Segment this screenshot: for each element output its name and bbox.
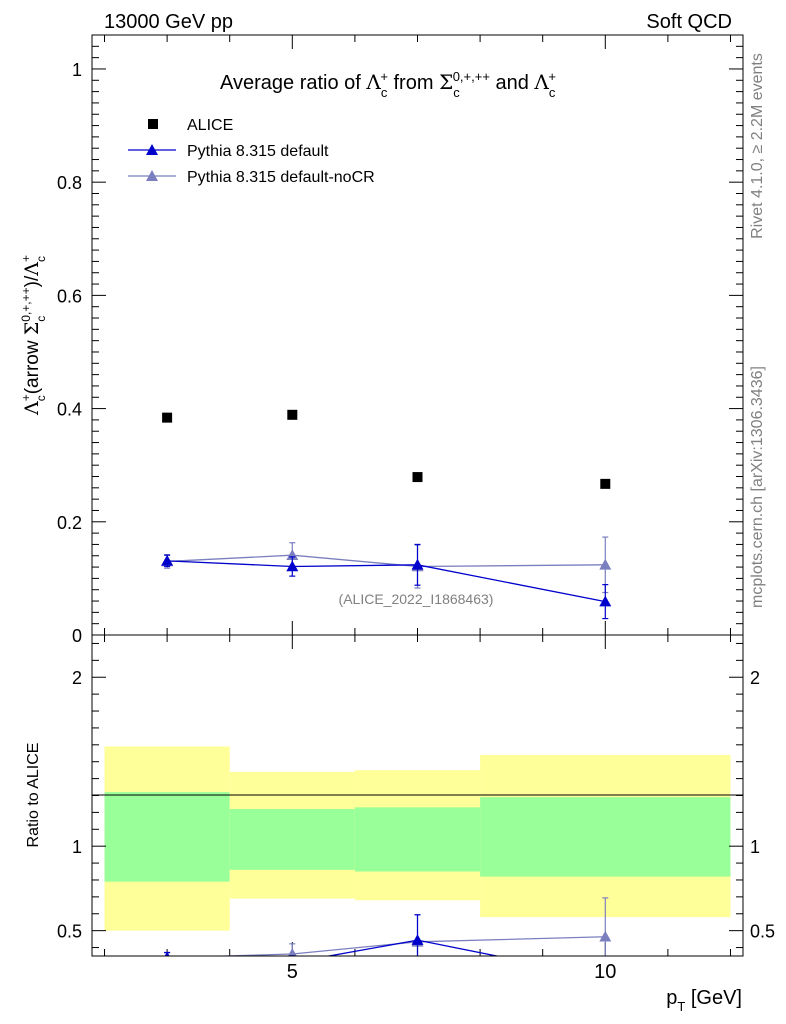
ratio-axis-ticks: 5 10 0.5 0.5 1 1 2 2 bbox=[57, 635, 775, 983]
analysis-id-label: (ALICE_2022_I1868463) bbox=[339, 591, 494, 607]
main-y-tick-label: 0 bbox=[72, 626, 82, 646]
header-process-label: Soft QCD bbox=[646, 11, 732, 33]
main-pythia-default-marker bbox=[599, 595, 612, 607]
ratio-y-tick-label-left: 0.5 bbox=[57, 922, 82, 942]
header-collision-label: 13000 GeV pp bbox=[104, 11, 233, 33]
ratio-pythia-default-line bbox=[325, 939, 500, 956]
ratio-frame bbox=[91, 634, 744, 957]
rivet-version-label: Rivet 4.1.0, ≥ 2.2M events bbox=[749, 53, 766, 239]
ratio-band-green bbox=[354, 807, 481, 872]
ratio-y-tick-label-right: 2 bbox=[750, 668, 760, 688]
legend-label-pythia-nocr: Pythia 8.315 default-noCR bbox=[187, 169, 375, 186]
main-y-tick-label: 0.2 bbox=[57, 513, 82, 533]
ratio-y-tick-label-left: 1 bbox=[72, 837, 82, 857]
ratio-y-axis-label: Ratio to ALICE bbox=[25, 743, 42, 848]
ratio-uncertainty-bands bbox=[104, 746, 731, 931]
main-panel: 0 0.2 0.4 0.6 0.8 1 Average ratio of Λc+ from… bbox=[19, 34, 744, 646]
main-pythia-nocr-line bbox=[167, 554, 606, 568]
main-title: Average ratio of Λc+ from Σc0,+,++ and Λ… bbox=[220, 69, 556, 100]
alice-data-point bbox=[600, 478, 611, 489]
legend-marker-pythia-nocr bbox=[146, 170, 158, 181]
ratio-pythia-nocr-line bbox=[206, 936, 606, 956]
ratio-panel: 5 10 0.5 0.5 1 1 2 2 Ratio to ALICE pT [GeV] bbox=[25, 634, 775, 1014]
ratio-pythia-nocr-marker bbox=[599, 930, 612, 942]
main-pythia-nocr-marker bbox=[599, 558, 612, 570]
ratio-band-green bbox=[480, 797, 731, 877]
main-y-tick-label: 0.8 bbox=[57, 173, 82, 193]
ratio-y-tick-label-left: 2 bbox=[72, 668, 82, 688]
alice-data-point bbox=[287, 409, 298, 420]
ratio-y-tick-label-right: 0.5 bbox=[750, 922, 775, 942]
main-y-tick-label: 0.6 bbox=[57, 286, 82, 306]
ratio-y-tick-label-right: 1 bbox=[750, 837, 760, 857]
main-y-axis-label: Λc+(arrow Σc0,+,++)/Λc+ bbox=[19, 255, 48, 416]
ratio-band-green bbox=[104, 792, 230, 882]
x-axis-label: pT [GeV] bbox=[666, 987, 742, 1014]
legend-marker-alice bbox=[148, 119, 158, 129]
ratio-band-green bbox=[229, 809, 355, 870]
alice-data-point bbox=[162, 412, 173, 423]
main-pythia-default-marker bbox=[411, 558, 424, 570]
x-tick-label: 10 bbox=[594, 961, 616, 983]
main-pythia-default-marker bbox=[286, 560, 299, 572]
main-data-layer bbox=[161, 409, 612, 620]
main-y-tick-label: 0.4 bbox=[57, 400, 82, 420]
ratio-pythia-default-marker bbox=[411, 934, 424, 945]
x-tick-label: 5 bbox=[287, 961, 298, 983]
legend-label-pythia-default: Pythia 8.315 default bbox=[187, 143, 329, 160]
legend-label-alice: ALICE bbox=[187, 117, 233, 134]
ratio-pythia-default-marker bbox=[164, 951, 170, 956]
legend: ALICE Pythia 8.315 default Pythia 8.315 … bbox=[128, 117, 375, 186]
mcplots-label: mcplots.cern.ch [arXiv:1306.3436] bbox=[749, 366, 766, 608]
main-pythia-default-marker bbox=[161, 554, 174, 566]
ratio-pythia-nocr-marker bbox=[287, 947, 297, 956]
main-pythia-default-line bbox=[167, 560, 606, 603]
main-y-tick-label: 1 bbox=[72, 60, 82, 80]
alice-data-point bbox=[412, 472, 423, 483]
main-axis-ticks: 0 0.2 0.4 0.6 0.8 1 bbox=[57, 35, 743, 646]
legend-marker-pythia-default bbox=[146, 144, 158, 155]
